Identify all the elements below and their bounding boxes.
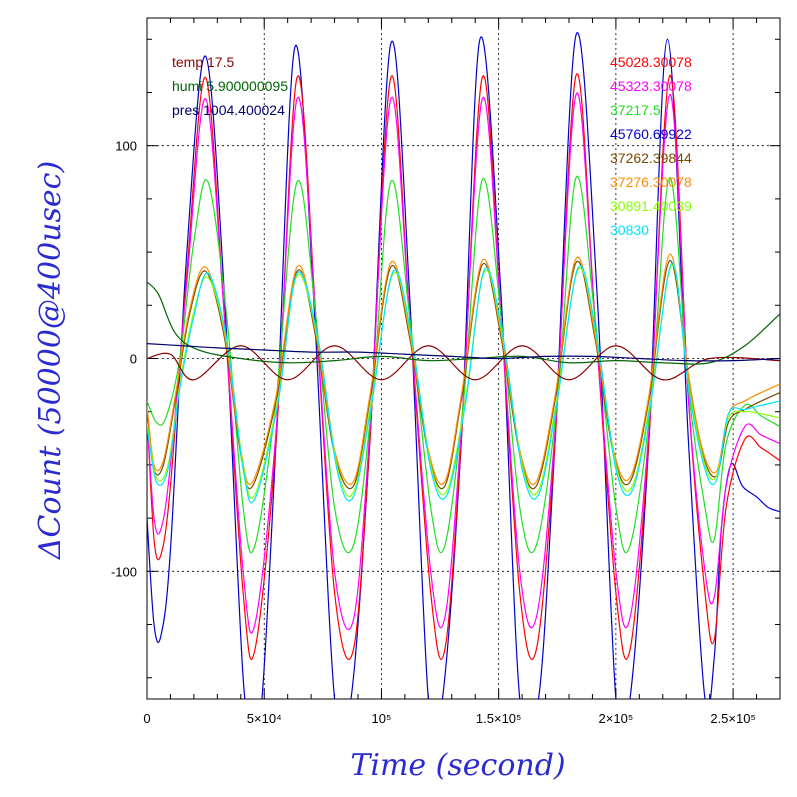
series-line-0 [147,32,780,699]
x-tick-label: 2.5×10⁵ [710,711,756,726]
legend-entry: 37262.39844 [610,150,692,166]
y-tick-label: 0 [130,352,137,367]
x-tick-label: 1.5×10⁵ [476,711,522,726]
x-tick-label: 0 [143,711,150,726]
y-tick-label: -100 [111,564,137,579]
legend-entry: humi 5.900000095 [172,78,288,94]
legend-right: 45028.30078 45323.30078 37217.5 45760.69922… [610,54,692,238]
series-lines [147,32,780,699]
legend-entry: 37217.5 [610,102,661,118]
axis-ticks [146,18,781,699]
legend-entry: 30891.40039 [610,198,692,214]
y-axis-title: ΔCount (50000@400usec) [33,161,68,560]
legend-entry: 30830 [610,222,649,238]
legend-entry: 45323.30078 [610,78,692,94]
series-line-8 [147,345,780,381]
series-line-2 [147,92,780,634]
x-tick-label: 5×10⁴ [247,711,282,726]
legend-entry: 37276.30078 [610,174,692,190]
series-line-7 [147,262,780,504]
series-line-3 [147,175,780,554]
series-line-10 [147,343,780,362]
y-tick-label: 100 [115,139,137,154]
series-line-5 [147,253,780,485]
legend-left: temp 17.5 humi 5.900000095 pres 1004.40002… [172,54,288,118]
legend-entry: temp 17.5 [172,54,234,70]
legend-entry: 45760.69922 [610,126,692,142]
x-tick-label: 10⁵ [372,711,392,726]
x-tick-labels: 0 5×10⁴ 10⁵ 1.5×10⁵ 2×10⁵ 2.5×10⁵ [143,711,755,726]
x-axis-title: Time (second) [350,748,565,783]
legend-entry: pres 1004.400024 [172,102,285,118]
y-tick-labels: 100 0 -100 [111,139,137,580]
x-tick-label: 2×10⁵ [599,711,634,726]
legend-entry: 45028.30078 [610,54,692,70]
